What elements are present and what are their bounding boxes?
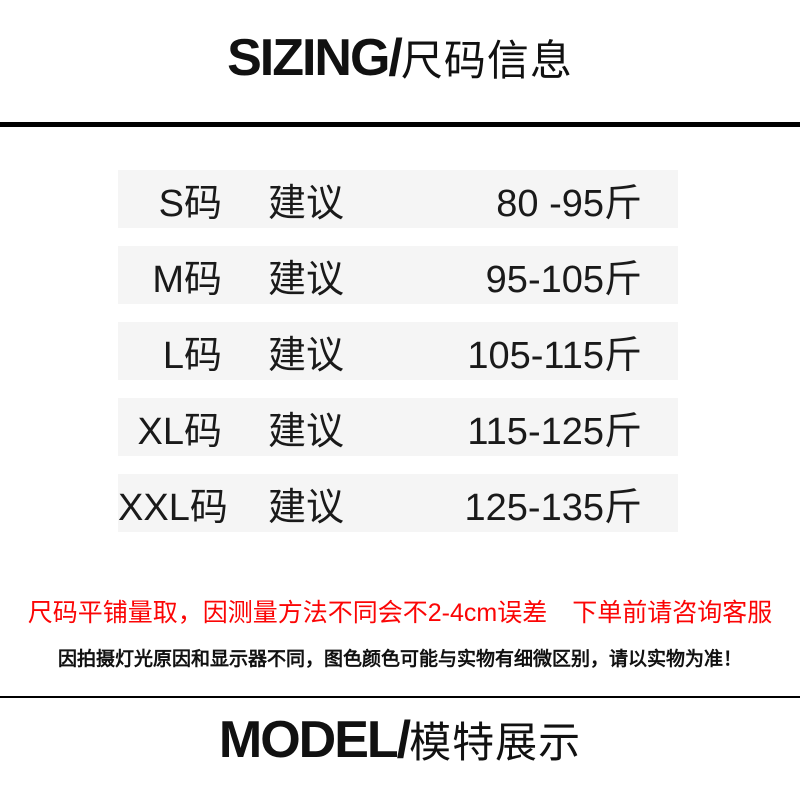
size-row-xxl: XXL码 建议 125-135斤 — [118, 474, 678, 532]
size-name: M码 — [152, 258, 222, 301]
weight-range: 95-105斤 — [485, 258, 642, 301]
suggest-label: 建议 — [268, 334, 345, 377]
size-name: S码 — [158, 182, 222, 225]
weight-range: 115-125斤 — [467, 410, 642, 453]
size-name: XXL码 — [118, 486, 228, 529]
model-section-title: MODEL/模特展示 — [0, 708, 800, 785]
size-table: S码 建议 80 -95斤 M码 建议 95-105斤 L码 建议 105-11… — [118, 170, 678, 532]
model-title-latin: MODEL/ — [218, 711, 411, 769]
bottom-divider-line — [0, 696, 800, 698]
suggest-label: 建议 — [268, 486, 345, 529]
sizing-title-chinese: 尺码信息 — [400, 37, 573, 84]
suggest-label: 建议 — [268, 182, 345, 225]
weight-range: 105-115斤 — [467, 334, 642, 377]
suggest-label: 建议 — [268, 258, 345, 301]
sizing-title-latin: SIZING/ — [227, 29, 403, 87]
sizing-section-title: SIZING/尺码信息 — [0, 26, 800, 103]
measurement-warning-text: 尺码平铺量取，因测量方法不同会不2-4cm误差 下单前请咨询客服 — [27, 599, 773, 627]
color-disclaimer-text: 因拍摄灯光原因和显示器不同，图色颜色可能与实物有细微区别，请以实物为准！ — [57, 649, 742, 670]
model-title-chinese: 模特展示 — [409, 719, 582, 766]
size-row-l: L码 建议 105-115斤 — [118, 322, 678, 380]
suggest-label: 建议 — [268, 410, 345, 453]
top-divider-line — [0, 122, 800, 127]
size-row-xl: XL码 建议 115-125斤 — [118, 398, 678, 456]
weight-range: 125-135斤 — [464, 486, 642, 529]
size-name: XL码 — [137, 410, 222, 453]
size-row-m: M码 建议 95-105斤 — [118, 246, 678, 304]
size-name: L码 — [162, 334, 222, 377]
size-row-s: S码 建议 80 -95斤 — [118, 170, 678, 228]
weight-range: 80 -95斤 — [496, 182, 642, 225]
